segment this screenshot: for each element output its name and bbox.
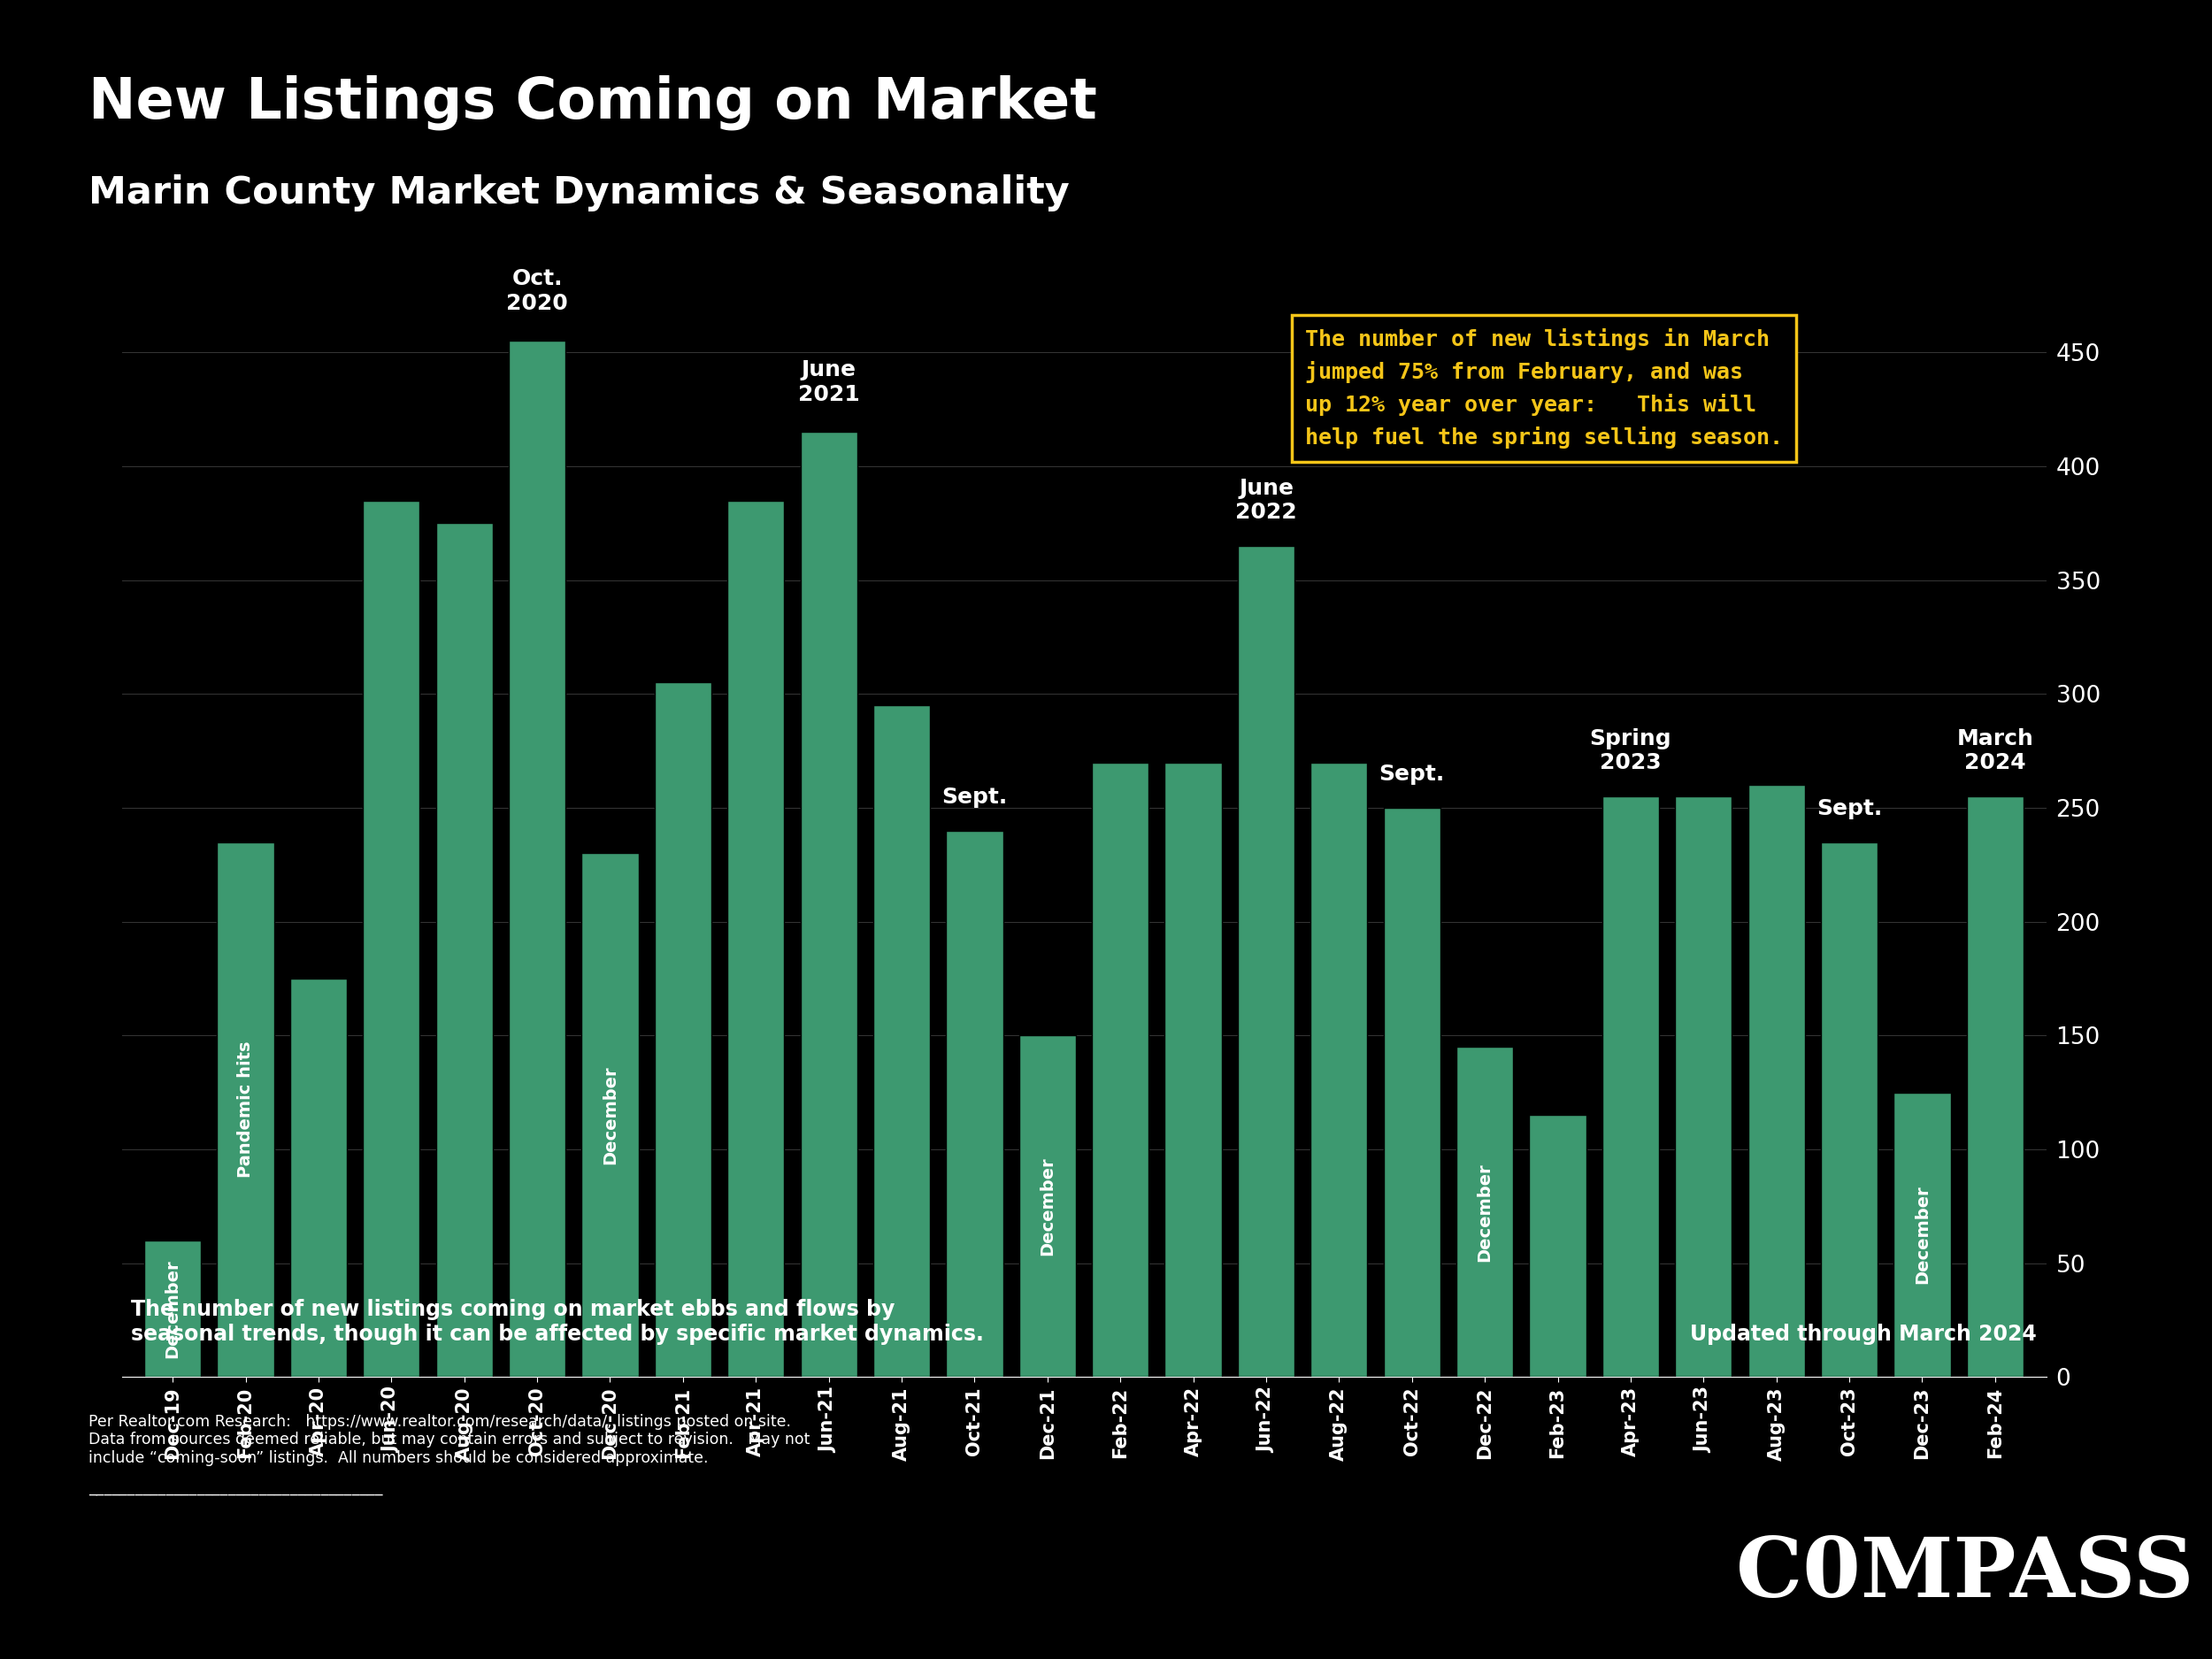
Bar: [655, 682, 712, 1377]
Bar: [1093, 761, 1148, 1377]
Bar: [436, 523, 493, 1377]
Bar: [1455, 1047, 1513, 1377]
Bar: [728, 501, 785, 1377]
Text: Sept.: Sept.: [942, 786, 1006, 808]
Text: June
2022: June 2022: [1234, 478, 1296, 523]
Bar: [1382, 808, 1440, 1377]
Bar: [582, 853, 639, 1377]
Bar: [1528, 1115, 1586, 1377]
Bar: [1310, 761, 1367, 1377]
Bar: [1239, 546, 1294, 1377]
Bar: [947, 831, 1002, 1377]
Bar: [1966, 796, 2024, 1377]
Text: December: December: [164, 1259, 181, 1359]
Text: March
2024: March 2024: [1958, 728, 2033, 773]
Bar: [1020, 1035, 1075, 1377]
Text: Per Realtor.com Research:   https://www.realtor.com/research/data/, listings pos: Per Realtor.com Research: https://www.re…: [88, 1413, 810, 1467]
Bar: [1820, 841, 1878, 1377]
Bar: [1674, 796, 1732, 1377]
Bar: [1166, 761, 1221, 1377]
Bar: [509, 342, 566, 1377]
Text: Updated through March 2024: Updated through March 2024: [1690, 1324, 2037, 1345]
Text: C0MPASS: C0MPASS: [1736, 1535, 2194, 1614]
Text: The number of new listings in March
jumped 75% from February, and was
up 12% yea: The number of new listings in March jump…: [1305, 328, 1783, 448]
Bar: [217, 841, 274, 1377]
Bar: [1601, 796, 1659, 1377]
Text: December: December: [1040, 1156, 1055, 1256]
Text: June
2021: June 2021: [799, 358, 860, 405]
Bar: [801, 431, 858, 1377]
Bar: [363, 501, 420, 1377]
Text: Sept.: Sept.: [1816, 798, 1882, 820]
Text: New Listings Coming on Market: New Listings Coming on Market: [88, 75, 1097, 129]
Text: Spring
2023: Spring 2023: [1590, 728, 1672, 773]
Text: December: December: [602, 1065, 619, 1165]
Text: Marin County Market Dynamics & Seasonality: Marin County Market Dynamics & Seasonali…: [88, 174, 1071, 211]
Bar: [1893, 1092, 1951, 1377]
Bar: [1747, 785, 1805, 1377]
Bar: [290, 979, 347, 1377]
Bar: [144, 1241, 201, 1377]
Text: Pandemic hits: Pandemic hits: [237, 1042, 254, 1178]
Text: Oct.
2020: Oct. 2020: [507, 267, 568, 314]
Text: December: December: [1913, 1185, 1931, 1284]
Text: ______________________________________: ______________________________________: [88, 1480, 383, 1496]
Text: Sept.: Sept.: [1378, 763, 1444, 785]
Text: The number of new listings coming on market ebbs and flows by
seasonal trends, t: The number of new listings coming on mar…: [131, 1299, 984, 1345]
Bar: [874, 705, 929, 1377]
Text: December: December: [1475, 1163, 1493, 1261]
